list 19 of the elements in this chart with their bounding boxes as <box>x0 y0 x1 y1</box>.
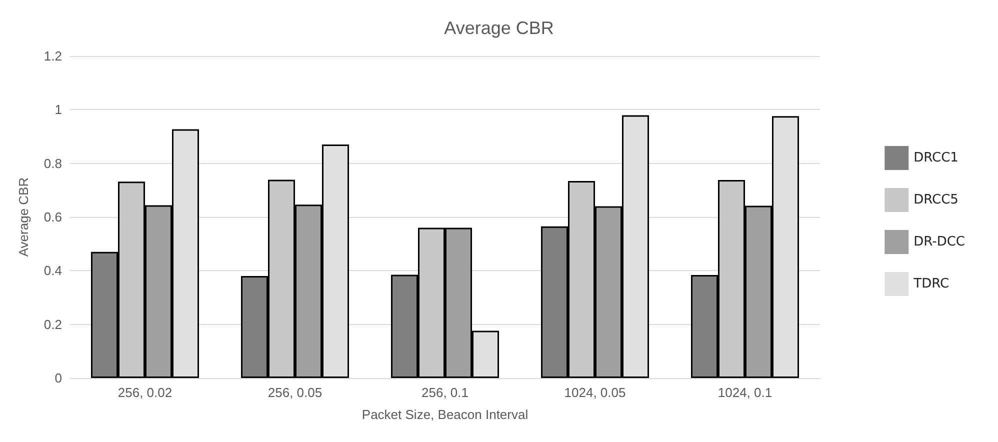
y-tick-label: 0.2 <box>44 316 62 332</box>
y-tick-label: 0.8 <box>44 156 62 171</box>
y-tick-label: 1 <box>54 102 62 118</box>
y-tick-label: 0.4 <box>44 263 62 278</box>
legend-label: DRCC1 <box>914 150 958 166</box>
x-tick-label: 256, 0.1 <box>422 385 468 400</box>
y-tick-label: 0.6 <box>44 210 62 224</box>
y-tick-label: 0 <box>54 370 62 386</box>
legend-label: DR-DCC <box>914 234 966 250</box>
chart-title: Average CBR <box>444 18 554 38</box>
legend-label: TDRC <box>912 276 950 292</box>
legend-label: DRCC5 <box>914 192 958 208</box>
x-tick-label: 1024, 0.1 <box>718 385 772 400</box>
y-axis-title: Average CBR <box>16 177 31 257</box>
x-tick-label: 256, 0.02 <box>118 385 172 400</box>
y-tick-label: 1.2 <box>44 48 62 64</box>
x-axis-title: Packet Size, Beacon Interval <box>362 407 528 422</box>
x-tick-label: 256, 0.05 <box>268 385 322 400</box>
x-tick-label: 1024, 0.05 <box>564 385 626 400</box>
